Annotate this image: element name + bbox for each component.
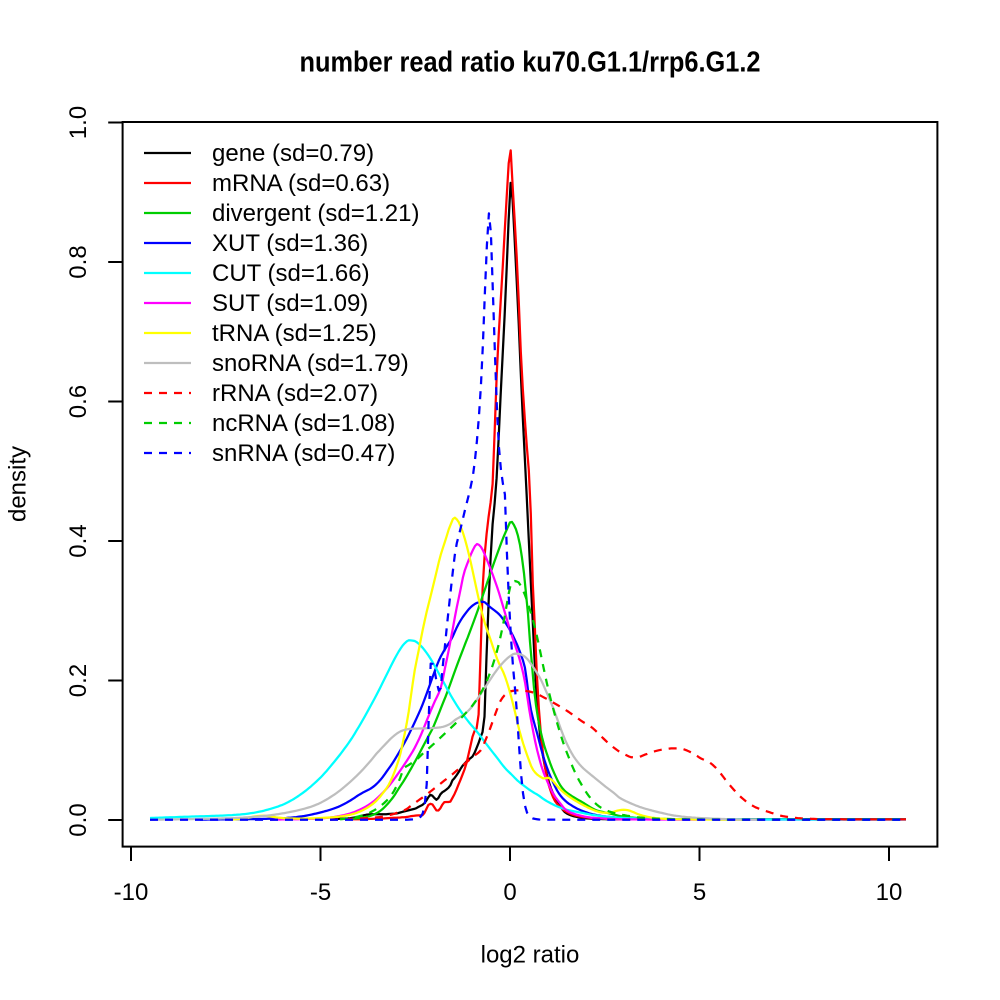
svg-text:0.2: 0.2 xyxy=(65,664,92,697)
svg-text:tRNA (sd=1.25): tRNA (sd=1.25) xyxy=(212,320,377,347)
svg-text:5: 5 xyxy=(693,879,706,906)
svg-text:XUT (sd=1.36): XUT (sd=1.36) xyxy=(212,230,368,257)
svg-text:divergent (sd=1.21): divergent (sd=1.21) xyxy=(212,200,419,227)
svg-text:number read ratio ku70.G1.1/rr: number read ratio ku70.G1.1/rrp6.G1.2 xyxy=(300,47,761,79)
svg-text:-10: -10 xyxy=(114,879,149,906)
svg-text:1.0: 1.0 xyxy=(65,106,92,139)
svg-text:gene (sd=0.79): gene (sd=0.79) xyxy=(212,140,374,167)
svg-text:0: 0 xyxy=(503,879,516,906)
svg-text:ncRNA (sd=1.08): ncRNA (sd=1.08) xyxy=(212,410,395,437)
svg-text:SUT (sd=1.09): SUT (sd=1.09) xyxy=(212,290,368,317)
svg-text:0.8: 0.8 xyxy=(65,245,92,278)
svg-text:0.0: 0.0 xyxy=(65,803,92,836)
svg-text:0.4: 0.4 xyxy=(65,524,92,557)
svg-text:log2 ratio: log2 ratio xyxy=(481,942,580,969)
svg-text:mRNA (sd=0.63): mRNA (sd=0.63) xyxy=(212,170,390,197)
svg-text:0.6: 0.6 xyxy=(65,385,92,418)
svg-text:rRNA (sd=2.07): rRNA (sd=2.07) xyxy=(212,380,378,407)
svg-text:10: 10 xyxy=(876,879,903,906)
svg-text:CUT (sd=1.66): CUT (sd=1.66) xyxy=(212,260,370,287)
svg-text:-5: -5 xyxy=(310,879,331,906)
svg-text:density: density xyxy=(5,446,32,522)
svg-text:snoRNA (sd=1.79): snoRNA (sd=1.79) xyxy=(212,350,409,377)
svg-text:snRNA (sd=0.47): snRNA (sd=0.47) xyxy=(212,440,395,467)
